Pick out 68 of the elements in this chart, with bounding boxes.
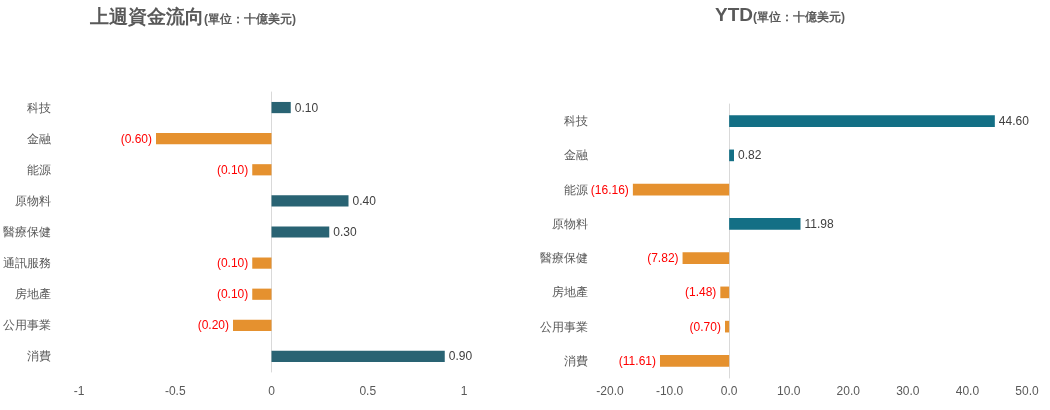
x-tick-label: 20.0 <box>836 384 861 398</box>
y-tick-label: 原物料 <box>15 193 51 208</box>
data-label: (1.48) <box>684 285 717 300</box>
y-tick-label: 消費 <box>564 353 588 368</box>
x-tick-label: -1 <box>73 384 85 398</box>
x-tick-label: 40.0 <box>955 384 980 398</box>
data-label: (0.60) <box>120 131 152 146</box>
x-tick-label: 10.0 <box>777 384 801 398</box>
y-tick-label: 消費 <box>27 349 51 364</box>
y-tick-label: 醫療保健 <box>3 225 51 239</box>
bar <box>659 355 730 367</box>
y-tick-label: 科技 <box>27 100 51 115</box>
data-label: (11.61) <box>618 353 656 368</box>
y-tick-label: 能源 <box>27 162 51 177</box>
bar <box>682 252 730 264</box>
data-label: (0.10) <box>216 256 249 271</box>
x-tick-label: -10.0 <box>655 384 684 398</box>
data-label: 11.98 <box>804 216 834 231</box>
bar <box>252 257 272 269</box>
bar <box>720 286 730 299</box>
bar <box>729 149 735 162</box>
data-label: 44.60 <box>998 114 1030 129</box>
y-tick-label: 通訊服務 <box>3 256 51 271</box>
bar <box>271 195 349 207</box>
data-label: (0.70) <box>689 319 721 334</box>
data-label: (0.10) <box>216 162 249 177</box>
y-tick-label: 科技 <box>564 114 588 129</box>
bar <box>729 115 995 127</box>
x-tick-label: 0 <box>268 384 276 398</box>
y-tick-label: 公用事業 <box>540 319 588 334</box>
bar <box>729 218 801 230</box>
data-label: 0.82 <box>738 148 762 163</box>
x-tick-label: -0.5 <box>164 384 186 398</box>
data-label: 0.10 <box>294 100 319 115</box>
bar <box>233 319 272 331</box>
bar <box>271 101 291 114</box>
bar <box>724 320 730 333</box>
y-tick-label: 原物料 <box>552 216 588 231</box>
bar <box>271 226 330 238</box>
y-tick-label: 公用事業 <box>3 318 51 333</box>
x-tick-label: 0.5 <box>359 384 377 398</box>
x-tick-label: 30.0 <box>896 384 920 398</box>
bar <box>252 164 272 176</box>
y-tick-label: 醫療保健 <box>540 251 588 266</box>
x-tick-label: 50.0 <box>1015 384 1039 398</box>
y-tick-label: 金融 <box>27 131 51 146</box>
bar <box>252 288 272 300</box>
bar <box>632 183 730 196</box>
chart-subtitle: (單位：十億美元) <box>753 10 845 24</box>
x-tick-label: -20.0 <box>596 384 624 398</box>
chart-title: YTD <box>715 4 753 25</box>
x-tick-label: 0.0 <box>720 384 738 398</box>
data-label: (7.82) <box>647 251 679 266</box>
bar <box>271 350 445 363</box>
data-label: 0.90 <box>448 349 473 364</box>
data-label: (0.10) <box>216 287 249 302</box>
x-tick-label: 1 <box>460 384 468 398</box>
chart-subtitle: (單位：十億美元) <box>204 12 296 26</box>
bar <box>156 133 272 145</box>
chart-title: 上週資金流向 <box>90 6 204 27</box>
data-label: 0.30 <box>333 225 357 239</box>
y-tick-label: 房地產 <box>552 285 588 300</box>
data-label: (0.20) <box>197 318 229 333</box>
y-tick-label: 房地產 <box>15 287 51 302</box>
data-label: (16.16) <box>590 182 629 197</box>
data-label: 0.40 <box>352 193 377 208</box>
y-tick-label: 能源 <box>564 182 588 197</box>
y-tick-label: 金融 <box>564 148 588 163</box>
